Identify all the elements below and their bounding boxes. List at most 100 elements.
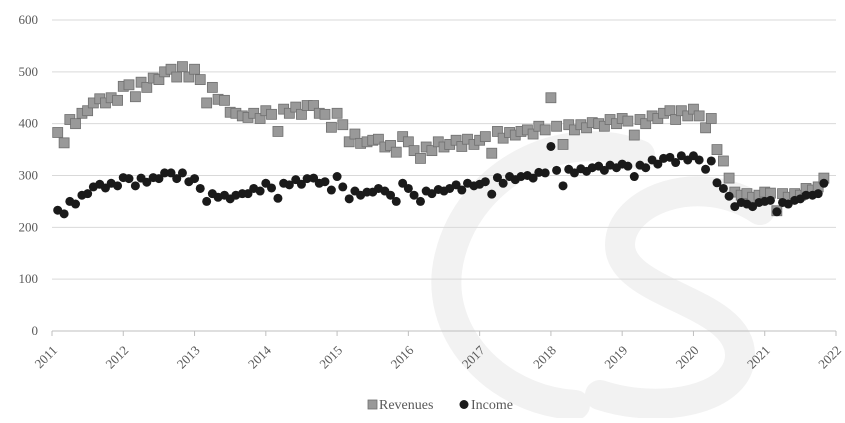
data-point-revenues — [189, 63, 200, 75]
data-point-income — [190, 174, 200, 184]
data-point-revenues — [492, 126, 503, 137]
legend-label-income: Income — [471, 398, 513, 413]
data-point-revenues — [640, 118, 652, 130]
data-point-revenues — [497, 132, 509, 144]
data-point-income — [338, 182, 348, 192]
data-point-revenues — [551, 120, 563, 132]
data-point-income — [177, 168, 187, 178]
data-point-income — [534, 167, 544, 177]
data-point-income — [558, 181, 568, 191]
data-point-revenues — [373, 133, 384, 145]
data-point-income — [267, 183, 277, 193]
data-point-revenues — [693, 110, 705, 122]
data-point-revenues — [486, 147, 498, 159]
data-point-income — [195, 183, 205, 193]
x-tick-label: 2020 — [673, 343, 702, 372]
data-point-revenues — [670, 114, 682, 125]
x-tick-label: 2011 — [31, 343, 60, 372]
data-point-revenues — [331, 107, 343, 119]
legend: Revenues Income — [367, 398, 513, 413]
data-point-income — [801, 190, 811, 200]
data-point-revenues — [711, 144, 723, 155]
data-point-revenues — [527, 128, 539, 140]
data-point-income — [409, 190, 419, 200]
data-point-income — [540, 168, 550, 178]
data-point-revenues — [325, 121, 337, 133]
data-point-income — [813, 189, 823, 199]
data-point-income — [552, 165, 562, 175]
data-point-revenues — [349, 128, 361, 140]
data-point-revenues — [153, 74, 165, 86]
data-point-revenues — [177, 61, 188, 73]
y-tick-label: 600 — [19, 12, 39, 27]
data-point-income — [386, 190, 396, 200]
data-point-revenues — [82, 105, 94, 117]
data-point-income — [427, 189, 437, 199]
y-axis-tick-labels: 0 100 200 300 400 500 600 — [19, 12, 39, 338]
watermark — [431, 131, 775, 420]
data-point-revenues — [545, 92, 557, 104]
x-axis-tick-labels: 2011 2012 2013 2014 2015 2016 2017 2018 2019 2020… — [31, 342, 844, 371]
data-point-income — [398, 178, 408, 188]
x-tick-label: 2019 — [601, 343, 630, 372]
data-point-income — [83, 189, 93, 199]
y-tick-label: 500 — [19, 64, 39, 79]
data-point-income — [676, 151, 686, 161]
data-point-revenues — [337, 119, 349, 131]
x-tick-label: 2018 — [530, 343, 559, 372]
data-point-revenues — [171, 71, 183, 83]
data-point-income — [623, 161, 633, 171]
data-point-income — [528, 173, 538, 183]
data-point-revenues — [390, 146, 402, 158]
x-tick-label: 2013 — [174, 343, 203, 372]
data-point-income — [255, 186, 265, 196]
data-point-income — [480, 177, 490, 187]
data-point-revenues — [272, 126, 284, 137]
data-point-income — [172, 174, 182, 184]
data-point-income — [344, 194, 354, 204]
data-point-income — [653, 159, 663, 169]
data-point-income — [718, 183, 728, 193]
data-point-income — [492, 173, 502, 183]
data-point-revenues — [664, 105, 676, 117]
data-point-revenues — [290, 101, 302, 113]
data-point-revenues — [479, 131, 491, 143]
data-point-income — [487, 189, 497, 199]
data-point-revenues — [628, 129, 640, 141]
data-point-income — [629, 172, 639, 182]
data-point-revenues — [70, 118, 81, 130]
data-point-revenues — [408, 145, 420, 157]
data-point-income — [59, 209, 69, 219]
series-income — [53, 141, 829, 219]
legend-swatch-revenues — [367, 399, 378, 410]
data-point-revenues — [700, 122, 711, 134]
data-point-revenues — [343, 136, 355, 148]
data-point-income — [71, 199, 81, 209]
data-point-income — [706, 156, 716, 166]
x-tick-label: 2015 — [316, 343, 345, 372]
x-tick-label: 2012 — [102, 343, 131, 372]
data-point-income — [730, 202, 740, 212]
y-tick-label: 0 — [32, 323, 39, 338]
data-point-income — [113, 181, 123, 191]
data-point-revenues — [296, 108, 307, 120]
x-tick-label: 2022 — [815, 343, 844, 372]
data-point-income — [326, 185, 336, 195]
data-point-income — [320, 177, 330, 187]
data-point-revenues — [254, 113, 266, 124]
data-point-income — [154, 174, 164, 184]
data-point-revenues — [266, 108, 277, 120]
data-point-income — [130, 181, 140, 191]
data-point-income — [403, 183, 413, 193]
data-point-income — [451, 180, 461, 190]
data-point-revenues — [682, 110, 694, 122]
data-point-revenues — [141, 81, 153, 93]
data-point-revenues — [385, 140, 396, 151]
data-point-income — [284, 180, 294, 190]
data-point-revenues — [201, 97, 213, 109]
data-point-income — [671, 158, 681, 168]
data-point-income — [701, 164, 711, 174]
data-point-income — [498, 178, 508, 188]
data-point-revenues — [539, 124, 551, 136]
y-tick-label: 200 — [19, 219, 39, 234]
